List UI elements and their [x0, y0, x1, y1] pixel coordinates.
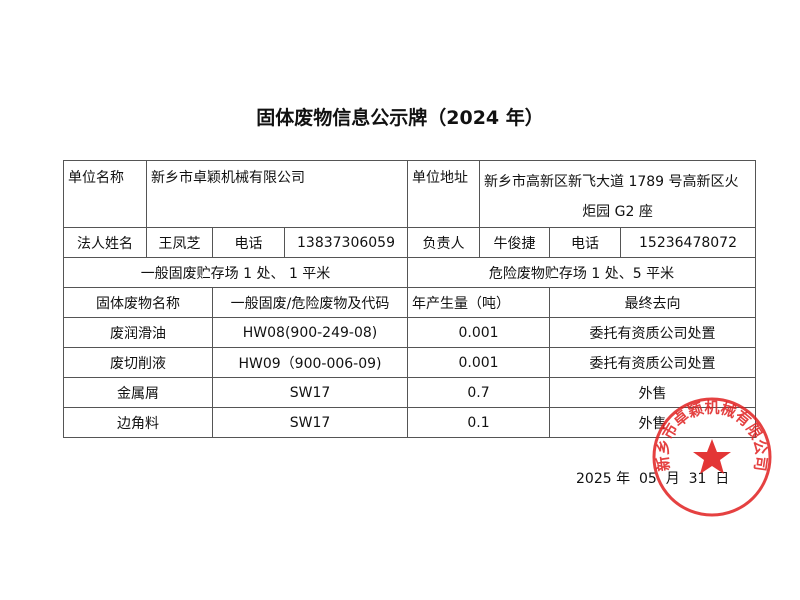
- header-annual-amount: 年产生量（吨）: [407, 287, 551, 318]
- date: 2025 年 05 月 31 日: [576, 471, 730, 487]
- waste-code: SW17: [211, 407, 409, 438]
- table-row: 废润滑油 HW08(900-249-08) 0.001 委托有资质公司处置: [63, 317, 757, 348]
- destination: 外售: [549, 407, 757, 438]
- waste-code: HW08(900-249-08): [211, 317, 409, 348]
- header-waste-code: 一般固废/危险废物及代码: [211, 287, 409, 318]
- table-row: 金属屑 SW17 0.7 外售: [63, 377, 757, 408]
- unit-name-label: 单位名称: [63, 160, 147, 228]
- table-row: 废切削液 HW09（900-006-09) 0.001 委托有资质公司处置: [63, 347, 757, 378]
- waste-name: 金属屑: [63, 377, 213, 408]
- company-seal: 新乡市卓颖机械有限公司: [652, 397, 772, 517]
- destination: 委托有资质公司处置: [549, 347, 757, 378]
- seal-ring: [652, 397, 772, 517]
- legal-phone: 13837306059: [283, 227, 409, 258]
- header-waste-name: 固体废物名称: [63, 287, 213, 318]
- phone-label: 电话: [212, 227, 285, 258]
- hazard-storage: 危险废物贮存场 1 处、5 平米: [407, 257, 757, 288]
- table-row: 法人姓名 王凤芝 电话 13837306059 负责人 牛俊捷 电话 15236…: [63, 227, 757, 258]
- waste-name: 边角料: [63, 407, 213, 438]
- address-line-1: 新乡市高新区新飞大道 1789 号高新区火: [484, 174, 739, 190]
- legal-rep-label: 法人姓名: [63, 227, 147, 258]
- unit-address-label: 单位地址: [407, 160, 481, 228]
- unit-name: 新乡市卓颖机械有限公司: [145, 160, 409, 228]
- manager-label: 负责人: [407, 227, 481, 258]
- annual-amount: 0.001: [407, 347, 551, 378]
- waste-info-table: 单位名称 新乡市卓颖机械有限公司 单位地址 新乡市高新区新飞大道 1789 号高…: [62, 160, 757, 438]
- destination: 委托有资质公司处置: [549, 317, 757, 348]
- waste-code: SW17: [211, 377, 409, 408]
- table-row: 一般固废贮存场 1 处、 1 平米 危险废物贮存场 1 处、5 平米: [62, 257, 757, 288]
- phone-label: 电话: [549, 227, 622, 258]
- annual-amount: 0.1: [407, 407, 551, 438]
- page-title: 固体废物信息公示牌（2024 年）: [256, 107, 544, 129]
- general-storage: 一般固废贮存场 1 处、 1 平米: [62, 257, 409, 288]
- waste-name: 废切削液: [63, 347, 213, 378]
- annual-amount: 0.7: [407, 377, 551, 408]
- manager-phone: 15236478072: [620, 227, 757, 258]
- table-header-row: 固体废物名称 一般固废/危险废物及代码 年产生量（吨） 最终去向: [63, 287, 757, 318]
- annual-amount: 0.001: [407, 317, 551, 348]
- waste-code: HW09（900-006-09): [211, 347, 409, 378]
- manager: 牛俊捷: [479, 227, 551, 258]
- table-row: 单位名称 新乡市卓颖机械有限公司 单位地址 新乡市高新区新飞大道 1789 号高…: [63, 160, 757, 228]
- table-row: 边角料 SW17 0.1 外售: [63, 407, 757, 438]
- star-icon: [693, 439, 731, 474]
- legal-rep: 王凤芝: [146, 227, 213, 258]
- address-line-2: 炬园 G2 座: [582, 204, 653, 220]
- waste-name: 废润滑油: [63, 317, 213, 348]
- unit-address: 新乡市高新区新飞大道 1789 号高新区火 炬园 G2 座: [479, 160, 757, 228]
- header-destination: 最终去向: [549, 287, 757, 318]
